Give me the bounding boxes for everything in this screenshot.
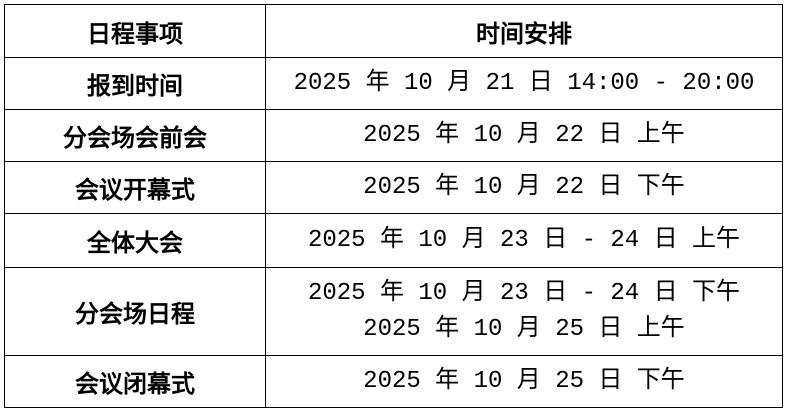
table-row: 会议闭幕式 2025 年 10 月 25 日 下午	[4, 355, 783, 408]
time-cell: 2025 年 10 月 21 日 14:00 - 20:00	[265, 57, 783, 110]
time-cell: 2025 年 10 月 22 日 上午	[265, 109, 783, 162]
time-cell: 2025 年 10 月 23 日 - 24 日 下午 2025 年 10 月 2…	[265, 267, 783, 356]
item-cell: 会议开幕式	[4, 161, 266, 214]
table-row: 分会场会前会 2025 年 10 月 22 日 上午	[4, 109, 783, 162]
time-text: 2025 年 10 月 23 日 - 24 日 下午	[307, 279, 741, 307]
time-cell: 2025 年 10 月 25 日 下午	[265, 355, 783, 408]
item-cell: 全体大会	[4, 213, 266, 268]
header-row: 日程事项 时间安排	[4, 4, 783, 58]
time-text: 2025 年 10 月 25 日 上午	[363, 315, 685, 343]
item-cell: 报到时间	[4, 57, 266, 110]
schedule-table: 日程事项 时间安排 报到时间 2025 年 10 月 21 日 14:00 - …	[4, 4, 783, 408]
time-text: 2025 年 10 月 22 日 上午	[363, 121, 685, 149]
time-text: 2025 年 10 月 21 日 14:00 - 20:00	[293, 69, 755, 97]
table-row: 分会场日程 2025 年 10 月 23 日 - 24 日 下午 2025 年 …	[4, 267, 783, 356]
table-row: 会议开幕式 2025 年 10 月 22 日 下午	[4, 161, 783, 214]
header-time: 时间安排	[265, 4, 783, 58]
time-text: 2025 年 10 月 22 日 下午	[363, 173, 685, 201]
time-text: 2025 年 10 月 23 日 - 24 日 上午	[307, 226, 741, 254]
item-cell: 分会场日程	[4, 267, 266, 356]
time-cell: 2025 年 10 月 22 日 下午	[265, 161, 783, 214]
table-row: 报到时间 2025 年 10 月 21 日 14:00 - 20:00	[4, 57, 783, 110]
item-cell: 会议闭幕式	[4, 355, 266, 408]
time-cell: 2025 年 10 月 23 日 - 24 日 上午	[265, 213, 783, 268]
table-row: 全体大会 2025 年 10 月 23 日 - 24 日 上午	[4, 213, 783, 268]
time-text: 2025 年 10 月 25 日 下午	[363, 367, 685, 395]
header-item: 日程事项	[4, 4, 266, 58]
item-cell: 分会场会前会	[4, 109, 266, 162]
